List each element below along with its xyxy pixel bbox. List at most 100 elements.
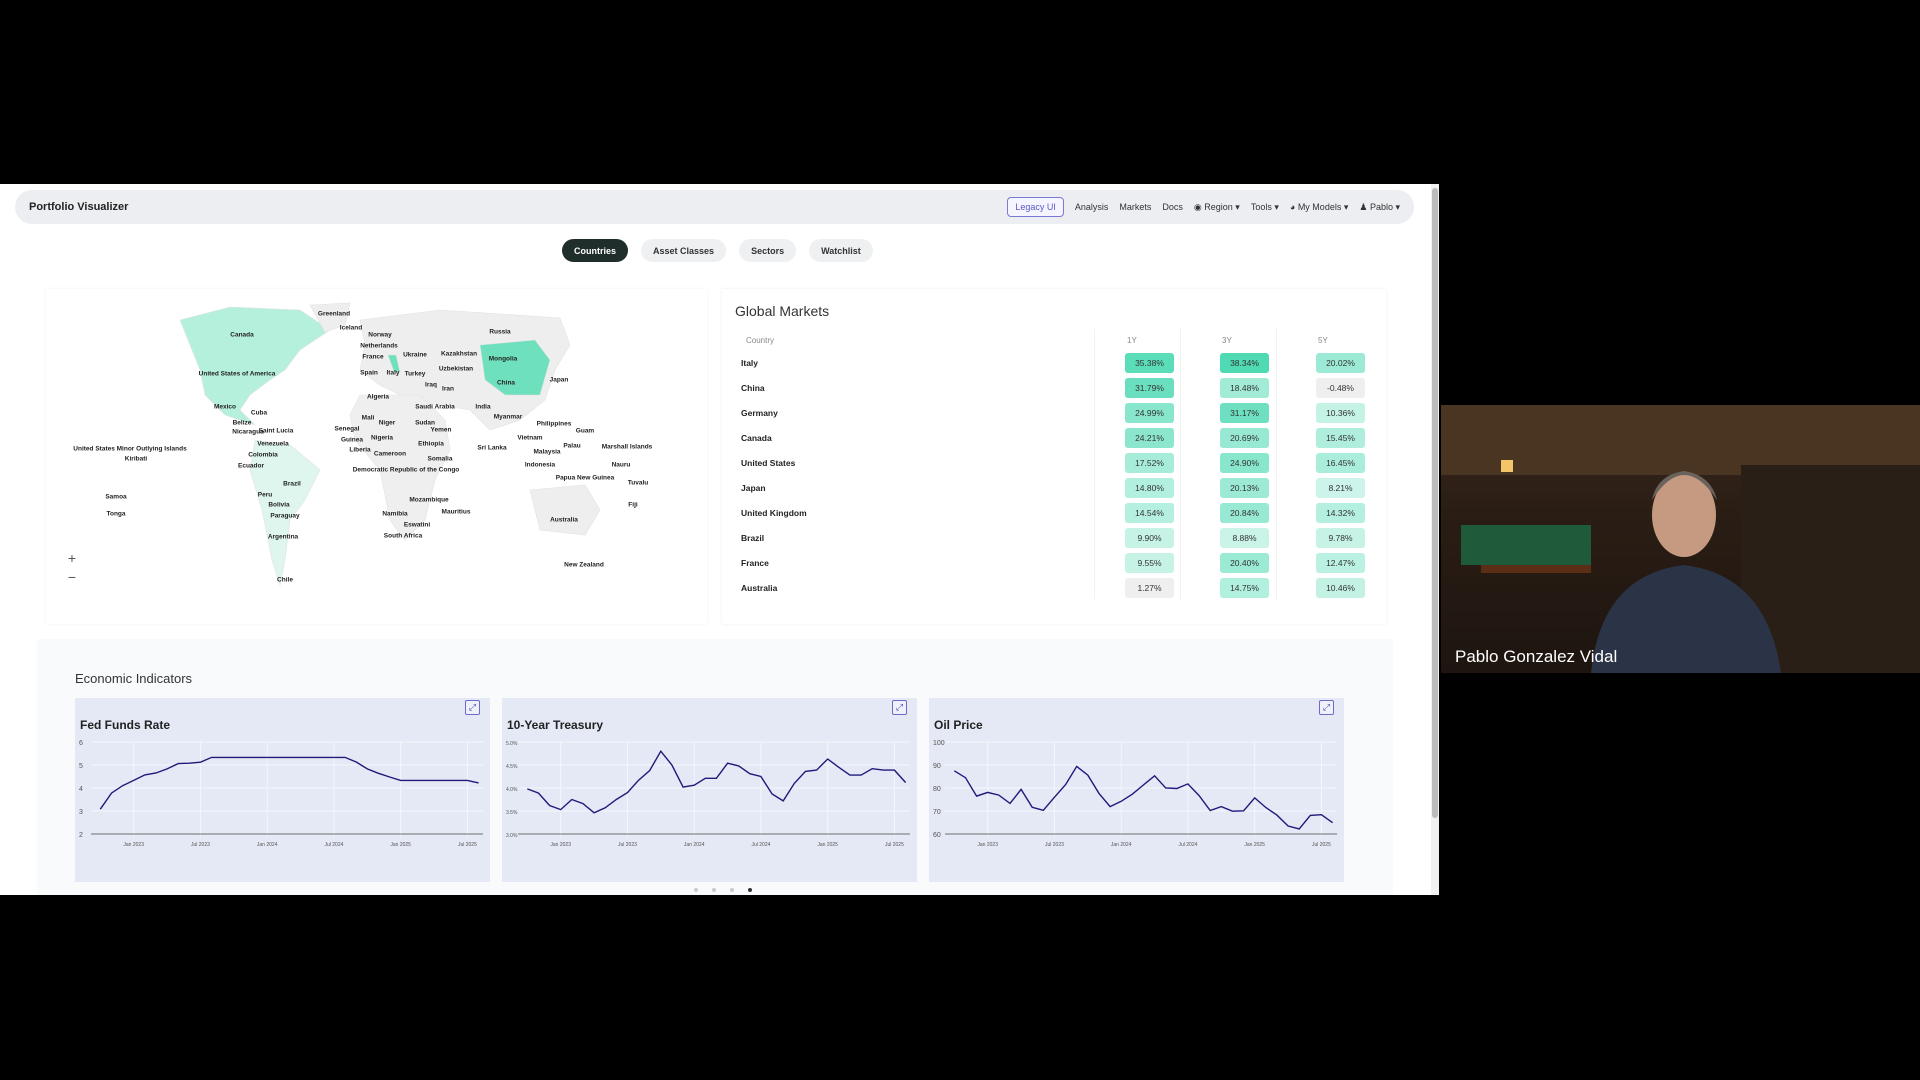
data-point[interactable] <box>421 778 425 782</box>
data-point[interactable] <box>1153 774 1157 778</box>
data-point[interactable] <box>975 794 979 798</box>
data-point[interactable] <box>143 773 147 777</box>
data-point[interactable] <box>692 783 696 787</box>
data-point[interactable] <box>904 780 908 784</box>
data-point[interactable] <box>243 755 247 759</box>
nav-region[interactable]: ◉ Region ▾ <box>1194 202 1240 213</box>
data-point[interactable] <box>432 778 436 782</box>
data-point[interactable] <box>792 781 796 785</box>
zoom-in-button[interactable]: + <box>67 550 77 566</box>
data-point[interactable] <box>759 775 763 779</box>
data-point[interactable] <box>1242 809 1246 813</box>
data-point[interactable] <box>376 771 380 775</box>
data-point[interactable] <box>1030 805 1034 809</box>
data-point[interactable] <box>1308 813 1312 817</box>
data-point[interactable] <box>614 798 618 802</box>
data-point[interactable] <box>321 755 325 759</box>
table-row[interactable]: France 9.55% 20.40% 12.47% <box>722 552 1386 574</box>
nav-markets[interactable]: Markets <box>1119 202 1151 212</box>
data-point[interactable] <box>737 764 741 768</box>
data-point[interactable] <box>287 755 291 759</box>
data-point[interactable] <box>310 755 314 759</box>
nav-docs[interactable]: Docs <box>1162 202 1183 212</box>
data-point[interactable] <box>1064 783 1068 787</box>
table-row[interactable]: Germany 24.99% 31.17% 10.36% <box>722 402 1386 424</box>
data-point[interactable] <box>410 778 414 782</box>
data-point[interactable] <box>637 778 641 782</box>
data-point[interactable] <box>1297 827 1301 831</box>
country-shape-africa[interactable] <box>349 394 451 541</box>
data-point[interactable] <box>176 762 180 766</box>
data-point[interactable] <box>1164 786 1168 790</box>
data-point[interactable] <box>465 778 469 782</box>
table-row[interactable]: Brazil 9.90% 8.88% 9.78% <box>722 527 1386 549</box>
data-point[interactable] <box>198 760 202 764</box>
data-point[interactable] <box>1141 783 1145 787</box>
brand-title[interactable]: Portfolio Visualizer <box>29 201 129 213</box>
col-header-country[interactable]: Country <box>746 336 775 345</box>
carousel-dot[interactable] <box>748 888 752 892</box>
data-point[interactable] <box>399 778 403 782</box>
data-point[interactable] <box>1052 795 1056 799</box>
table-row[interactable]: China 31.79% 18.48% -0.48% <box>722 377 1386 399</box>
data-point[interactable] <box>592 811 596 815</box>
data-point[interactable] <box>443 778 447 782</box>
data-point[interactable] <box>536 791 540 795</box>
expand-icon[interactable]: ⤢ <box>892 700 907 715</box>
data-point[interactable] <box>581 802 585 806</box>
data-point[interactable] <box>1319 813 1323 817</box>
table-row[interactable]: Italy 35.38% 38.34% 20.02% <box>722 352 1386 374</box>
data-point[interactable] <box>232 755 236 759</box>
data-point[interactable] <box>1119 799 1123 803</box>
data-point[interactable] <box>1286 824 1290 828</box>
data-point[interactable] <box>548 803 552 807</box>
data-point[interactable] <box>121 784 125 788</box>
country-shape-south-america[interactable] <box>249 439 321 587</box>
data-point[interactable] <box>1264 806 1268 810</box>
data-point[interactable] <box>332 755 336 759</box>
data-point[interactable] <box>670 763 674 767</box>
data-point[interactable] <box>681 785 685 789</box>
tab-asset-classes[interactable]: Asset Classes <box>641 239 727 262</box>
data-point[interactable] <box>187 761 191 765</box>
data-point[interactable] <box>276 755 280 759</box>
map-canvas[interactable] <box>46 289 707 624</box>
data-point[interactable] <box>1097 791 1101 795</box>
data-point[interactable] <box>1086 773 1090 777</box>
data-point[interactable] <box>848 773 852 777</box>
expand-icon[interactable]: ⤢ <box>465 700 480 715</box>
data-point[interactable] <box>1130 792 1134 796</box>
data-point[interactable] <box>1331 821 1335 825</box>
data-point[interactable] <box>1175 786 1179 790</box>
data-point[interactable] <box>1019 787 1023 791</box>
zoom-out-button[interactable]: − <box>67 569 77 585</box>
data-point[interactable] <box>388 775 392 779</box>
data-point[interactable] <box>299 755 303 759</box>
nav-analysis[interactable]: Analysis <box>1075 202 1109 212</box>
world-map[interactable]: Greenland Iceland Canada Russia Norway Nether… <box>46 289 707 624</box>
data-point[interactable] <box>837 765 841 769</box>
data-point[interactable] <box>659 749 663 753</box>
data-point[interactable] <box>525 787 529 791</box>
country-shape-australia[interactable] <box>529 484 601 536</box>
data-point[interactable] <box>109 791 113 795</box>
data-point[interactable] <box>221 755 225 759</box>
data-point[interactable] <box>603 806 607 810</box>
data-point[interactable] <box>625 791 629 795</box>
data-point[interactable] <box>726 761 730 765</box>
data-point[interactable] <box>477 781 481 785</box>
expand-icon[interactable]: ⤢ <box>1319 700 1334 715</box>
data-point[interactable] <box>703 776 707 780</box>
table-row[interactable]: Australia 1.27% 14.75% 10.46% <box>722 577 1386 599</box>
data-point[interactable] <box>165 767 169 771</box>
data-point[interactable] <box>1041 808 1045 812</box>
table-row[interactable]: United States 17.52% 24.90% 16.45% <box>722 452 1386 474</box>
table-row[interactable]: Japan 14.80% 20.13% 8.21% <box>722 477 1386 499</box>
data-point[interactable] <box>803 769 807 773</box>
data-point[interactable] <box>343 755 347 759</box>
data-point[interactable] <box>781 799 785 803</box>
data-point[interactable] <box>815 768 819 772</box>
data-point[interactable] <box>952 769 956 773</box>
nav-my-models[interactable]: ◕ My Models ▾ <box>1290 202 1348 213</box>
data-point[interactable] <box>963 776 967 780</box>
